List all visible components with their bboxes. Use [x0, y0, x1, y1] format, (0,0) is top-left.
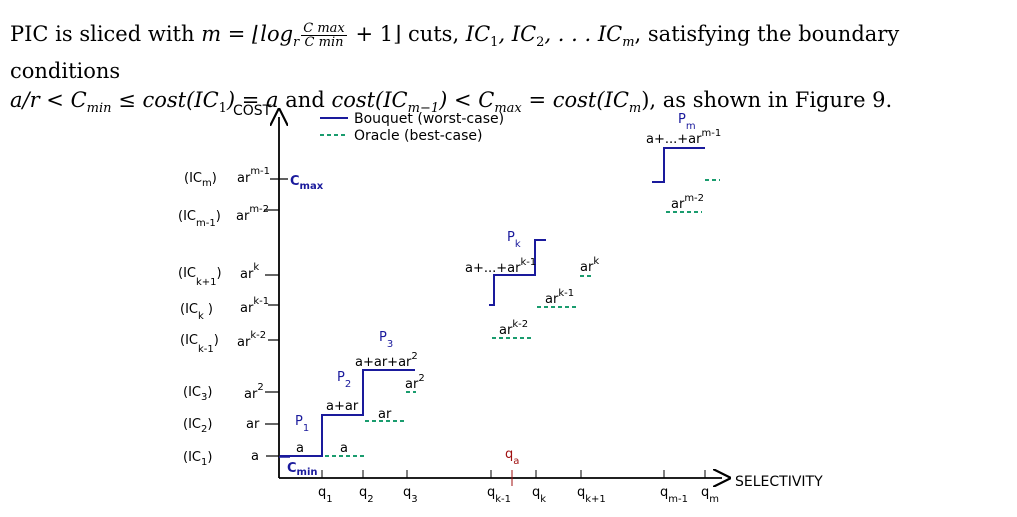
x-tick-label-qk: qk — [532, 485, 546, 505]
math-sub: r — [293, 35, 300, 51]
math-span: = cost(IC — [521, 88, 629, 113]
math-sub: m — [622, 35, 635, 51]
annot-a-plus-ar: a+ar — [326, 399, 359, 414]
text-span: ), as shown in Figure 9. — [641, 88, 893, 113]
x-tick-label-q3: q3 — [403, 485, 418, 505]
cost-tick-label-2: ar2 — [244, 382, 264, 402]
ic-label-m: (ICm) — [184, 171, 217, 189]
plan-label-p2: P2 — [337, 370, 351, 390]
annot-ar2-oracle: ar2 — [405, 373, 425, 392]
math-sub: 2 — [536, 35, 545, 51]
math-span: ) < C — [439, 88, 495, 113]
x-tick-label-qk+1: qk+1 — [577, 485, 606, 505]
cost-tick-label-1: ar — [246, 417, 260, 432]
math-span: IC — [465, 22, 491, 46]
math-sub: max — [494, 101, 522, 117]
math-span: ≤ cost(IC — [111, 88, 219, 113]
math-sub: min — [86, 101, 112, 117]
math-span: a/r < C — [10, 88, 87, 113]
annot-a-oracle: a — [340, 441, 348, 456]
y-axis-label: COST — [233, 103, 272, 119]
math-sub: m — [628, 101, 642, 117]
annot-sum-k: a+...+ark-1 — [465, 257, 536, 276]
cost-tick-label-k-1: ark-1 — [240, 296, 269, 316]
qa-label: qa — [505, 447, 519, 467]
plan-labels: P1 P2 P3 Pk Pm — [295, 112, 696, 434]
ic-label-k: (ICk ) — [180, 302, 213, 322]
x-tick-label-q2: q2 — [359, 485, 374, 505]
bouquet-step-m — [652, 147, 705, 183]
oracle-segments — [325, 179, 720, 457]
math-span: ) = a — [226, 88, 279, 113]
math-sub: m−1 — [407, 101, 440, 117]
plan-label-p3: P3 — [379, 330, 393, 350]
ic-label-k-1: (ICk-1) — [180, 333, 219, 355]
text-span: + 1⌋ cuts, — [348, 22, 466, 46]
cost-tick-label-m-2: arm-2 — [236, 204, 269, 224]
cmax-label: Cmax — [290, 174, 324, 192]
cost-ticks: arm-1 arm-2 ark ark-1 ark-2 ar2 ar a — [236, 166, 288, 464]
cost-tick-label-0: a — [251, 449, 259, 464]
math-span: cost(IC — [331, 88, 408, 113]
ic-label-m-1: (ICm-1) — [178, 209, 221, 229]
ic-labels: (ICm) (ICm-1) (ICk+1) (ICk ) (ICk-1) (IC… — [178, 171, 222, 468]
math-sub: 1 — [490, 35, 499, 51]
ic-label-3: (IC3) — [183, 385, 212, 403]
x-tick-label-qm-1: qm-1 — [660, 485, 688, 505]
bouquet-steps-low — [280, 369, 415, 457]
x-tick-label-qm: qm — [701, 485, 719, 505]
paragraph-line-1: PIC is sliced with m = ⌊logr C max C min +… — [10, 20, 1005, 86]
annot-a-bouquet: a — [296, 441, 304, 456]
annot-a-ar-ar2: a+ar+ar2 — [355, 351, 418, 370]
ic-label-k+1: (ICk+1) — [178, 266, 222, 288]
plan-label-p1: P1 — [295, 414, 309, 434]
math-sub: 1 — [218, 101, 227, 117]
fraction-numerator: C max — [301, 21, 347, 36]
text-span: , satisfying the boundary conditions — [10, 22, 900, 84]
annot-arm-2-oracle: arm-2 — [671, 193, 704, 212]
cost-annotations: a a a+ar ar a+ar+ar2 ar2 a+...+ark-1 ark… — [296, 128, 721, 456]
caption-paragraph: PIC is sliced with m = ⌊logr C max C min +… — [10, 20, 1005, 123]
ic-label-2: (IC2) — [183, 417, 212, 435]
annot-ark-oracle: ark — [580, 256, 599, 275]
bouquet-step-k — [489, 239, 546, 306]
x-ticks: q1 q2 q3 qk-1 qk qk+1 qm-1 qm — [318, 470, 719, 505]
text-span: PIC is sliced with — [10, 22, 202, 46]
legend-oracle-label: Oracle (best-case) — [354, 128, 482, 144]
math-span: , IC — [498, 22, 537, 46]
cmin-label: Cmin — [287, 461, 318, 478]
cost-tick-label-k-2: ark-2 — [237, 330, 266, 350]
plan-label-pk: Pk — [507, 230, 521, 250]
math-span: , . . . IC — [544, 22, 623, 46]
text-span: and — [278, 88, 332, 113]
paragraph-line-2: a/r < Cmin ≤ cost(IC1) = a and cost(ICm−… — [10, 86, 1005, 123]
fraction: C max C min — [301, 22, 347, 49]
math-span: m = ⌊log — [201, 22, 294, 46]
cost-tick-label-k: ark — [240, 262, 259, 282]
x-tick-label-qk-1: qk-1 — [487, 485, 511, 505]
plan-label-pm: Pm — [678, 112, 696, 132]
annot-ar-oracle: ar — [378, 407, 392, 422]
x-axis-label: SELECTIVITY — [735, 474, 823, 490]
ic-label-1: (IC1) — [183, 450, 212, 468]
annot-ark-2-oracle: ark-2 — [499, 319, 528, 338]
cost-tick-label-m-1: arm-1 — [237, 166, 270, 186]
annot-sum-m: a+...+arm-1 — [646, 128, 721, 147]
annot-ark-1-oracle: ark-1 — [545, 288, 574, 307]
x-tick-label-q1: q1 — [318, 485, 333, 505]
fraction-denominator: C min — [304, 35, 344, 50]
legend-bouquet-label: Bouquet (worst-case) — [354, 111, 504, 127]
